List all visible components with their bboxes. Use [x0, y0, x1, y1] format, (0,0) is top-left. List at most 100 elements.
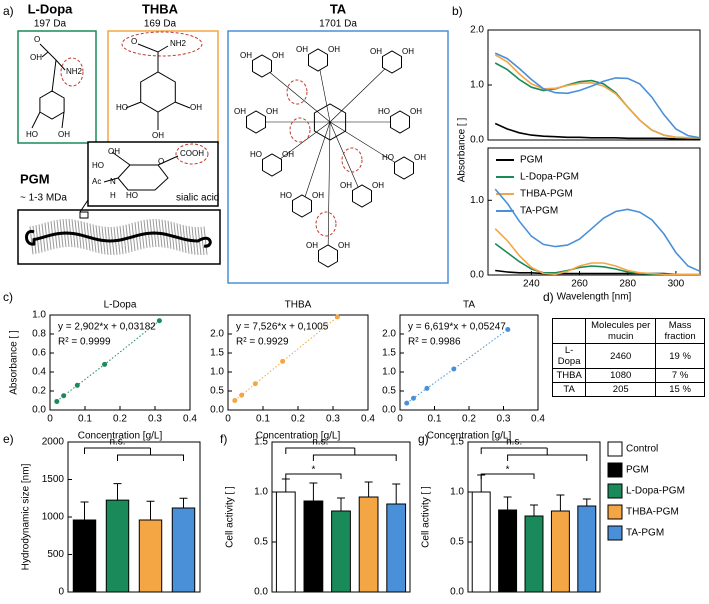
annotation: y = 2,902*x + 0,03182 — [58, 322, 156, 333]
y-tick-label: 0.0 — [470, 135, 484, 146]
data-point — [404, 400, 410, 406]
molecule-box — [17, 30, 97, 144]
chart-title: TA — [463, 300, 475, 311]
molecule-name: THBA — [142, 1, 179, 16]
atom-label: OH — [58, 130, 70, 139]
spectrum-line — [494, 54, 700, 139]
annotation: R² = 0.9929 — [236, 337, 289, 348]
atom-label: O — [158, 157, 164, 166]
bracket — [480, 447, 588, 461]
y-axis-label: Absorbance [ ] — [457, 118, 468, 183]
x-tick-label: 0.4 — [531, 414, 545, 425]
panel-label: g) — [418, 432, 429, 446]
x-tick-label: 0.4 — [361, 414, 375, 425]
legend-label: TA-PGM — [520, 206, 558, 217]
spectrum-line — [494, 52, 701, 139]
atom-label: HO — [250, 150, 262, 159]
bar — [72, 519, 97, 593]
spectrum-line — [494, 188, 701, 273]
y-tick-label: 0.0 — [382, 405, 396, 416]
table-cell: 205 — [585, 382, 657, 397]
molecule-name: PGM — [20, 171, 50, 186]
x-tick-label: 0.2 — [291, 414, 305, 425]
bar — [577, 505, 597, 593]
y-tick-label: 1.5 — [254, 437, 268, 448]
panel-label: d) — [543, 290, 554, 304]
molecule-mass: 1701 Da — [319, 19, 357, 30]
data-table: Molecules per mucin Mass fraction L-Dopa… — [551, 318, 705, 397]
x-tick-label: 0 — [225, 414, 231, 425]
table-cell: 2460 — [585, 343, 657, 369]
data-point — [280, 358, 286, 364]
bar — [524, 515, 544, 593]
x-tick-label: 0.2 — [113, 414, 127, 425]
spectrum-line — [494, 122, 700, 140]
data-point — [232, 398, 238, 403]
atom-label: Ac — [92, 177, 101, 186]
ring — [382, 50, 402, 74]
y-tick-label: 0.0 — [254, 587, 268, 598]
y-tick-label: 0.5 — [382, 386, 396, 397]
data-point — [424, 385, 430, 391]
y-tick-label: 1.0 — [450, 487, 464, 498]
bond — [327, 121, 331, 257]
ring — [318, 244, 338, 268]
zoom-marker — [79, 211, 89, 219]
legend-swatch — [607, 441, 623, 457]
data-point — [334, 314, 340, 320]
bar — [386, 503, 407, 593]
x-axis-label: Concentration [g/L] — [427, 431, 512, 442]
atom-label: HO — [382, 153, 394, 162]
y-tick-label: 1.0 — [470, 80, 484, 91]
atom-label: OH — [108, 147, 120, 156]
x-tick-label: 0.1 — [256, 414, 270, 425]
y-tick-label: 0.5 — [254, 537, 268, 548]
atom-label: O — [131, 37, 137, 46]
chart-title: L-Dopa — [104, 300, 137, 311]
atom-label: OH — [340, 181, 352, 190]
y-tick-label: 0.0 — [450, 587, 464, 598]
ring — [292, 194, 312, 218]
bracket — [480, 473, 535, 479]
bond — [301, 121, 331, 207]
ring — [352, 184, 372, 208]
atom-label: N — [110, 177, 116, 186]
y-tick-label: 1.0 — [32, 310, 46, 321]
atom-label: OH — [272, 51, 284, 60]
y-tick-label: 0.6 — [32, 348, 46, 359]
legend-swatch — [607, 504, 623, 520]
y-tick-label: 1.5 — [450, 437, 464, 448]
atom-label: OH — [282, 150, 294, 159]
atom-label: HO — [126, 191, 138, 200]
table-cell: 7 % — [655, 368, 705, 383]
table-header: Mass fraction — [655, 318, 705, 344]
atom-label: HO — [116, 103, 128, 112]
y-tick-label: 0.0 — [210, 405, 224, 416]
x-tick-label: 0.3 — [148, 414, 162, 425]
ring — [262, 153, 282, 177]
data-point — [505, 326, 511, 332]
bar — [498, 509, 518, 593]
y-tick-label: 1.0 — [254, 487, 268, 498]
atom-label: OH — [266, 107, 278, 116]
y-tick-label: 1.5 — [210, 348, 224, 359]
y-tick-label: 0.4 — [32, 367, 46, 378]
x-axis-label: Wavelength [nm] — [557, 292, 632, 303]
y-axis-label: Cell activity [ ] — [225, 486, 236, 548]
bracket — [84, 447, 184, 461]
legend-label: L-Dopa-PGM — [520, 172, 579, 183]
fit-line — [234, 316, 338, 401]
ring — [140, 71, 176, 113]
pgm-box — [17, 209, 221, 265]
bar — [275, 491, 296, 593]
atom-label: NH2 — [170, 39, 187, 48]
chart-title: THBA — [285, 300, 312, 311]
annotation: y = 6,619*x + 0,05247 — [408, 322, 506, 333]
bond — [137, 43, 169, 72]
atom-label: OH — [234, 107, 246, 116]
atom-label: HO — [378, 107, 390, 116]
y-tick-label: 2.0 — [382, 329, 396, 340]
fit-line — [56, 320, 160, 402]
significance: n.s. — [312, 437, 328, 448]
